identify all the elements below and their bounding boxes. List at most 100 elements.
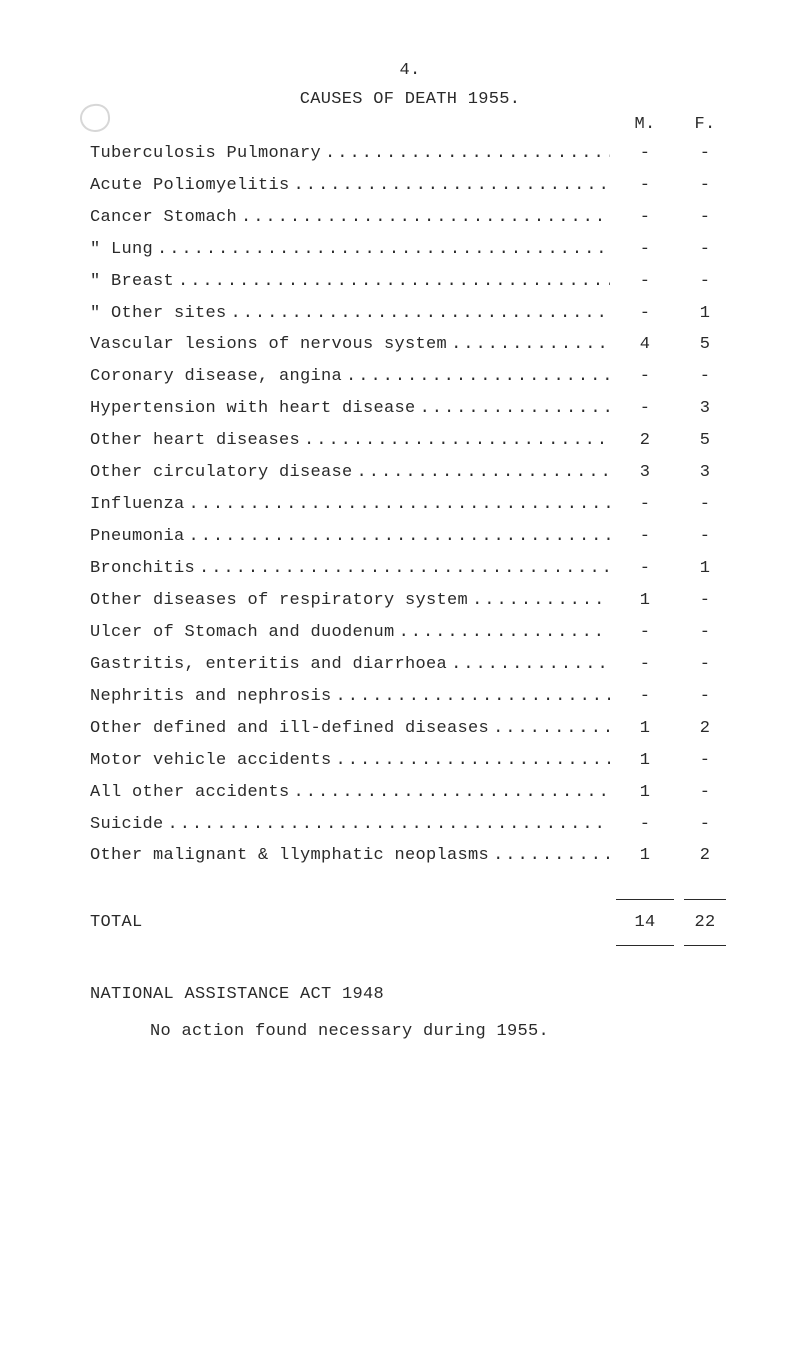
- row-value-f: -: [680, 782, 730, 805]
- footer-note: No action found necessary during 1955.: [90, 1021, 730, 1044]
- row-value-f: -: [680, 590, 730, 613]
- row-value-f: -: [680, 271, 730, 294]
- row-value-f: 2: [680, 718, 730, 741]
- row-value-f: -: [680, 686, 730, 709]
- leader-dots: ........................................…: [195, 558, 610, 581]
- row-value-f: -: [680, 654, 730, 677]
- col-header-m: M.: [610, 114, 680, 137]
- row-value-m: -: [610, 175, 680, 198]
- page-number: 4.: [90, 60, 730, 83]
- table-row: " Other sites...........................…: [90, 303, 730, 326]
- total-rule-top: [90, 895, 730, 910]
- table-row: Gastritis, enteritis and diarrhoea .....…: [90, 654, 730, 677]
- row-label: Hypertension with heart disease: [90, 398, 416, 421]
- row-label: All other accidents: [90, 782, 290, 805]
- leader-dots: ........................................…: [290, 175, 610, 198]
- table-row: Ulcer of Stomach and duodenum ..........…: [90, 622, 730, 645]
- row-label: Other malignant & llymphatic neoplasms: [90, 845, 489, 868]
- table-row: Vascular lesions of nervous system .....…: [90, 334, 730, 357]
- table-row: Other circulatory disease ..............…: [90, 462, 730, 485]
- leader-dots: ........................................…: [332, 750, 610, 773]
- leader-dots: ........................................…: [342, 366, 610, 389]
- row-value-m: 1: [610, 590, 680, 613]
- table-row: Acute Poliomyelitis ....................…: [90, 175, 730, 198]
- table-row: Motor vehicle accidents.................…: [90, 750, 730, 773]
- page-heading: CAUSES OF DEATH 1955.: [90, 89, 730, 112]
- row-value-m: -: [610, 271, 680, 294]
- leader-dots: ........................................…: [447, 654, 610, 677]
- row-value-m: -: [610, 494, 680, 517]
- table-row: Other defined and ill-defined diseases..…: [90, 718, 730, 741]
- leader-dots: ........................................…: [416, 398, 610, 421]
- table-row: Other malignant & llymphatic neoplasms..…: [90, 845, 730, 868]
- row-value-m: -: [610, 622, 680, 645]
- leader-dots: ........................................…: [290, 782, 610, 805]
- row-label: " Other sites: [90, 303, 227, 326]
- total-f: 22: [680, 912, 730, 935]
- row-value-m: -: [610, 398, 680, 421]
- row-value-m: -: [610, 814, 680, 837]
- table-row: " Lung .................................…: [90, 239, 730, 262]
- total-rule-bottom: [90, 941, 730, 956]
- total-row: TOTAL 14 22: [90, 912, 730, 935]
- total-label: TOTAL: [90, 912, 143, 935]
- row-value-f: -: [680, 750, 730, 773]
- leader-dots: ........................................…: [153, 239, 610, 262]
- col-header-f: F.: [680, 114, 730, 137]
- row-label: Influenza: [90, 494, 185, 517]
- row-label: Tuberculosis Pulmonary: [90, 143, 321, 166]
- row-value-m: -: [610, 303, 680, 326]
- row-value-f: 3: [680, 398, 730, 421]
- row-value-m: 1: [610, 845, 680, 868]
- row-label: Other circulatory disease: [90, 462, 353, 485]
- row-label: Bronchitis: [90, 558, 195, 581]
- row-value-f: 1: [680, 303, 730, 326]
- row-value-f: 5: [680, 334, 730, 357]
- table-row: Cancer Stomach .........................…: [90, 207, 730, 230]
- row-value-f: -: [680, 239, 730, 262]
- row-label: Cancer Stomach: [90, 207, 237, 230]
- row-label: Suicide: [90, 814, 164, 837]
- row-value-m: -: [610, 239, 680, 262]
- leader-dots: ........................................…: [300, 430, 610, 453]
- table-row: " Breast ...............................…: [90, 271, 730, 294]
- total-m: 14: [610, 912, 680, 935]
- table-row: Pneumonia ..............................…: [90, 526, 730, 549]
- row-value-f: -: [680, 366, 730, 389]
- row-label: Nephritis and nephrosis: [90, 686, 332, 709]
- footer-act: NATIONAL ASSISTANCE ACT 1948: [90, 984, 730, 1007]
- table-row: Suicide ................................…: [90, 814, 730, 837]
- row-value-m: 1: [610, 718, 680, 741]
- row-value-m: 4: [610, 334, 680, 357]
- row-label: Pneumonia: [90, 526, 185, 549]
- table-row: Bronchitis .............................…: [90, 558, 730, 581]
- leader-dots: ........................................…: [164, 814, 610, 837]
- row-value-f: 3: [680, 462, 730, 485]
- row-value-f: -: [680, 494, 730, 517]
- table-row: Coronary disease, angina ...............…: [90, 366, 730, 389]
- row-value-f: -: [680, 143, 730, 166]
- leader-dots: ........................................…: [395, 622, 610, 645]
- leader-dots: ........................................…: [185, 494, 610, 517]
- leader-dots: ........................................…: [489, 845, 610, 868]
- row-label: Motor vehicle accidents: [90, 750, 332, 773]
- row-value-m: -: [610, 558, 680, 581]
- row-value-m: -: [610, 654, 680, 677]
- row-value-f: -: [680, 526, 730, 549]
- row-value-m: 1: [610, 782, 680, 805]
- row-label: Acute Poliomyelitis: [90, 175, 290, 198]
- row-value-f: -: [680, 175, 730, 198]
- leader-dots: ........................................…: [237, 207, 610, 230]
- data-rows: Tuberculosis Pulmonary .................…: [90, 143, 730, 869]
- table-row: Nephritis and nephrosis ................…: [90, 686, 730, 709]
- row-value-f: -: [680, 207, 730, 230]
- row-label: Gastritis, enteritis and diarrhoea: [90, 654, 447, 677]
- row-label: Other defined and ill-defined diseases: [90, 718, 489, 741]
- table-row: All other accidents ....................…: [90, 782, 730, 805]
- row-value-f: -: [680, 814, 730, 837]
- leader-dots: ........................................…: [332, 686, 610, 709]
- row-value-m: -: [610, 143, 680, 166]
- row-label: " Lung: [90, 239, 153, 262]
- table-row: Hypertension with heart disease ........…: [90, 398, 730, 421]
- row-label: Other heart diseases: [90, 430, 300, 453]
